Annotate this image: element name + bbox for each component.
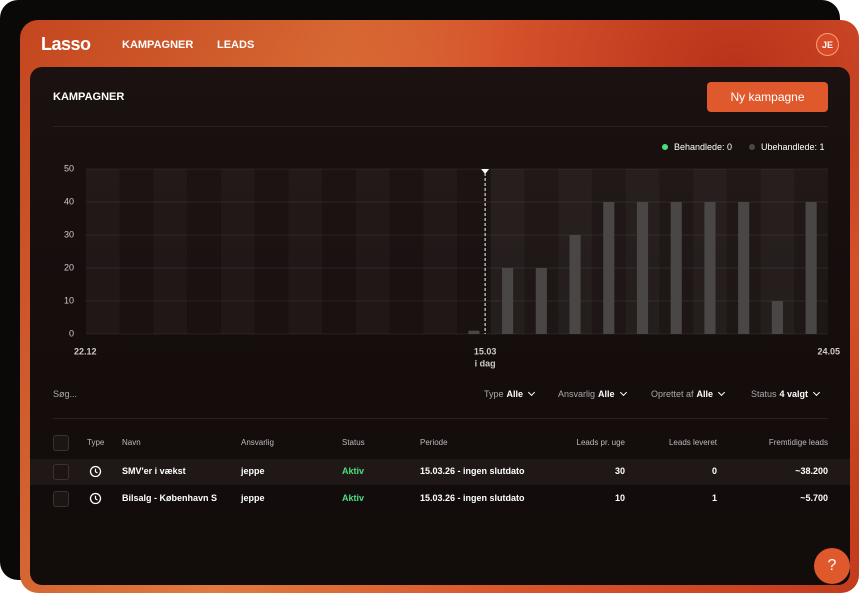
column-band <box>120 169 154 334</box>
cell: Bilsalg - København S <box>122 493 218 503</box>
column-header: Leads pr. uge <box>576 438 625 447</box>
column-header: Ansvarlig <box>241 438 274 447</box>
y-tick-label: 10 <box>64 295 74 305</box>
type-icon <box>89 492 102 505</box>
nav-link[interactable]: KAMPAGNER <box>122 39 194 51</box>
column-band <box>355 169 390 334</box>
column-band <box>423 169 457 334</box>
bar <box>603 202 615 334</box>
y-tick-label: 20 <box>64 262 74 272</box>
panel-title: KAMPAGNER <box>53 91 125 103</box>
y-tick-label: 40 <box>64 196 74 206</box>
bar <box>670 202 682 334</box>
filter[interactable]: Type Alle <box>484 388 536 399</box>
column-band <box>187 169 221 334</box>
cell: 1 <box>711 493 717 503</box>
bar <box>468 330 480 334</box>
legend-swatch <box>662 144 668 150</box>
row-checkbox[interactable] <box>53 464 69 480</box>
column-header: Periode <box>420 438 448 447</box>
y-tick-label: 50 <box>64 163 74 173</box>
cell: jeppe <box>241 493 265 503</box>
type-icon <box>89 465 102 478</box>
row-checkbox[interactable] <box>53 491 69 507</box>
legend-item: Ubehandlede: 1 <box>749 142 825 152</box>
new-campaign-button[interactable]: Ny kampagne <box>707 82 828 112</box>
bar <box>771 301 783 334</box>
cell: jeppe <box>241 466 265 476</box>
clock-icon <box>89 465 102 478</box>
legend-label: Behandlede: 0 <box>674 142 733 152</box>
y-tick-label: 0 <box>69 328 74 338</box>
column-band <box>288 169 323 334</box>
separator <box>53 418 828 419</box>
column-band <box>86 169 120 334</box>
column-header: Leads leveret <box>668 438 717 447</box>
filter[interactable]: Ansvarlig Alle <box>558 388 627 399</box>
cell: 0 <box>711 466 717 476</box>
today-marker <box>481 169 490 174</box>
cell: ~38.200 <box>795 466 828 476</box>
chevron <box>812 388 821 397</box>
filter-value: Alle <box>506 389 524 399</box>
cell: SMV'er i vækst <box>122 466 186 476</box>
filter-value: Alle <box>598 389 615 399</box>
separator <box>53 126 828 127</box>
x-tick-label: 24.05 <box>817 346 840 356</box>
bar <box>805 202 817 334</box>
legend-item: Behandlede: 0 <box>662 142 732 152</box>
annotation: i dag <box>475 358 496 368</box>
legend-label: Ubehandlede: 1 <box>761 142 825 152</box>
filter-label: Ansvarlig <box>558 389 596 399</box>
chevron <box>527 388 536 397</box>
filter-value: Alle <box>696 389 714 399</box>
column-header: Navn <box>122 438 141 447</box>
select-all-checkbox[interactable] <box>53 435 69 451</box>
cell: 10 <box>614 493 625 503</box>
cell: ~5.700 <box>800 493 828 503</box>
x-tick-label: 15.03 <box>474 346 497 356</box>
help-button[interactable]: ? <box>814 548 850 584</box>
nav-link[interactable]: LEADS <box>217 39 255 51</box>
filter-value: 4 valgt <box>779 389 809 399</box>
x-tick-label: 22.12 <box>74 346 97 356</box>
column-band <box>153 169 188 334</box>
column-band <box>390 169 424 334</box>
column-band <box>322 169 356 334</box>
column-band <box>220 169 255 334</box>
column-header: Type <box>87 438 105 447</box>
logo[interactable]: Lasso <box>41 34 91 54</box>
search[interactable]: Søg... <box>53 389 78 399</box>
filter-label: Oprettet af <box>651 389 694 399</box>
chevron <box>619 388 627 397</box>
column-header: Status <box>342 438 365 447</box>
column-header: Fremtidige leads <box>768 438 828 447</box>
column-band <box>457 169 491 334</box>
avatar[interactable]: JE <box>816 33 839 56</box>
cell: 30 <box>614 466 625 476</box>
bar <box>502 268 514 334</box>
filter-label: Type <box>484 389 504 399</box>
legend-swatch <box>749 144 755 150</box>
bar <box>636 202 649 334</box>
bar <box>738 202 750 334</box>
filter[interactable]: Oprettet af Alle <box>651 388 726 399</box>
cell: Aktiv <box>342 466 365 476</box>
bar <box>704 202 716 334</box>
chart: 0 10 20 30 40 50 22.12 15.03 24.05 i dag <box>64 163 840 368</box>
cell: Aktiv <box>342 493 365 503</box>
y-tick-label: 30 <box>64 229 74 239</box>
filter[interactable]: Status 4 valgt <box>751 388 821 399</box>
bar <box>569 235 581 334</box>
clock-icon <box>89 492 102 505</box>
cell: 15.03.26 - ingen slutdato <box>420 466 525 476</box>
bar <box>535 268 547 334</box>
cell: 15.03.26 - ingen slutdato <box>420 493 525 503</box>
table-row[interactable] <box>30 459 850 485</box>
chevron <box>718 388 726 397</box>
column-band <box>255 169 289 334</box>
filter-label: Status <box>751 389 777 399</box>
